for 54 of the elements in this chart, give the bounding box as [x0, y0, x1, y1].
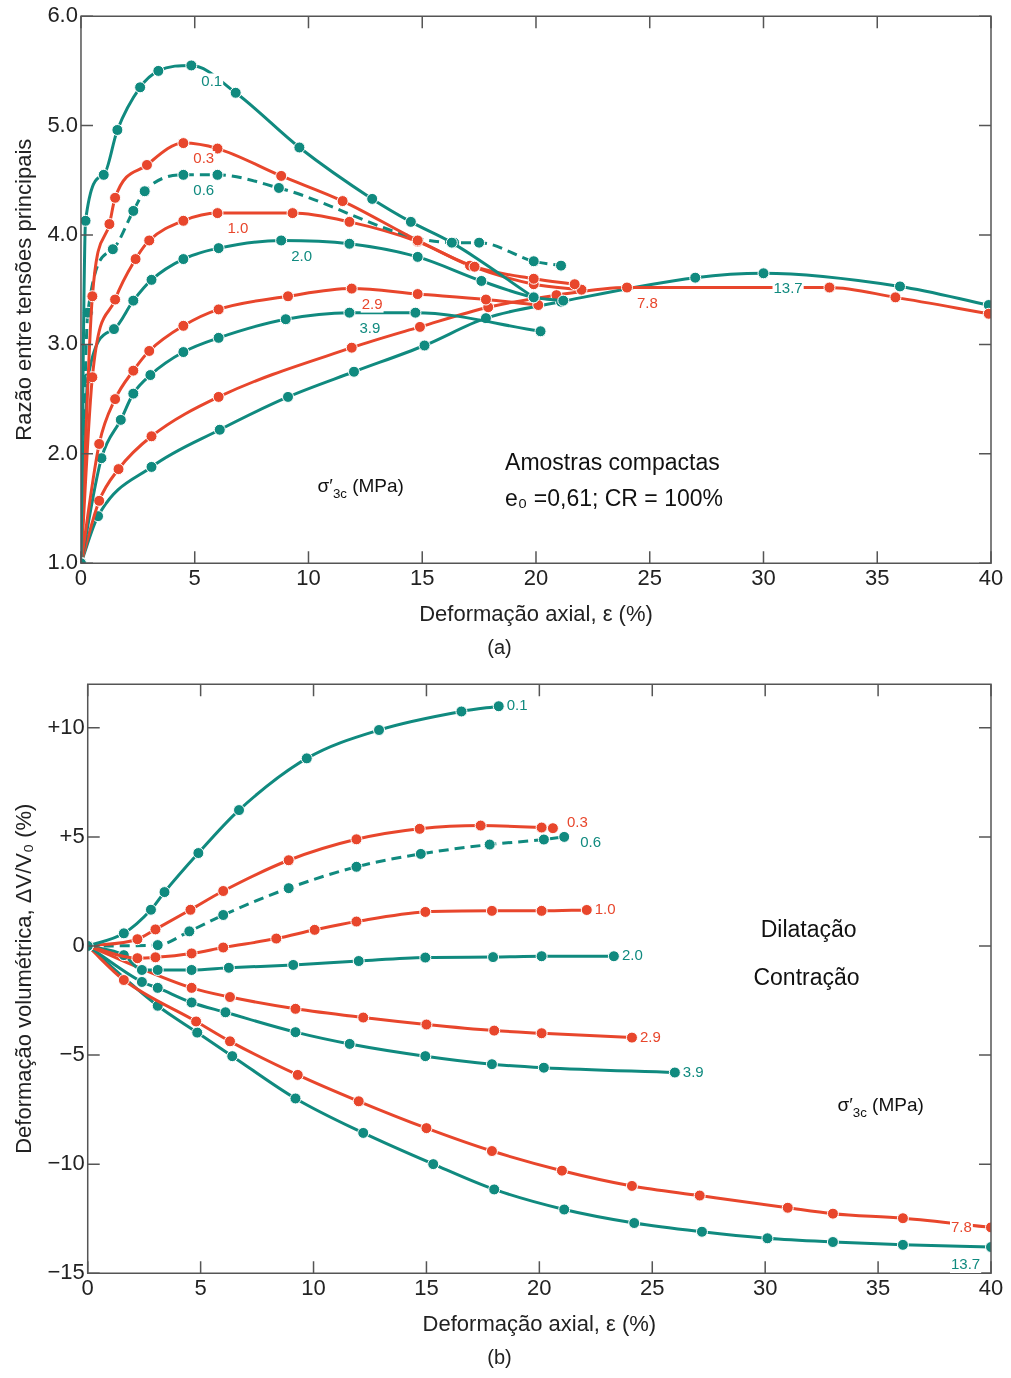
y-tick-label: +5: [59, 822, 85, 848]
y-tick-label: −5: [59, 1041, 85, 1067]
series-label: 7.8: [636, 293, 658, 311]
series-label: 2.9: [361, 294, 383, 312]
y-tick-label: +10: [47, 713, 85, 739]
x-tick-label: 30: [751, 565, 776, 591]
series-label: 2.0: [291, 246, 313, 264]
series-label: 0.6: [580, 833, 602, 851]
y-tick-label: −10: [47, 1150, 85, 1176]
x-tick-label: 35: [865, 1275, 891, 1301]
x-tick-label: 40: [978, 1275, 1004, 1301]
series-label: 0.6: [193, 180, 215, 198]
annotation: Amostras compactas: [505, 449, 720, 476]
x-tick-label: 5: [194, 1275, 207, 1301]
annotation: Contração: [753, 963, 860, 990]
y-axis-title: Deformação volumétrica, ΔV/V₀ (%): [11, 803, 37, 1154]
series-label: 13.7: [773, 279, 803, 297]
x-tick-label: 25: [640, 1275, 665, 1301]
y-tick-label: 5.0: [47, 111, 78, 137]
series-label: 2.0: [621, 946, 643, 964]
annotation: e₀ =0,61; CR = 100%: [505, 484, 724, 511]
series-label: 1.0: [594, 900, 616, 918]
x-tick-label: 30: [752, 1275, 778, 1301]
series-label: 1.0: [227, 219, 249, 237]
series-label: 0.3: [193, 149, 215, 167]
series-label: 3.9: [359, 318, 381, 336]
y-tick-label: 4.0: [47, 221, 78, 247]
x-tick-label: 10: [296, 565, 321, 591]
y-tick-label: 2.0: [47, 439, 78, 465]
x-axis-title: Deformação axial, ε (%): [422, 1310, 657, 1336]
series-label: 0.1: [506, 696, 528, 714]
y-axis-title: Razão entre tensões principais: [11, 138, 37, 441]
x-tick-label: 25: [637, 565, 662, 591]
x-tick-label: 35: [865, 565, 890, 591]
text: (b): [487, 1345, 512, 1368]
y-tick-label: 6.0: [47, 2, 78, 28]
x-tick-label: 15: [414, 1275, 439, 1301]
y-tick-label: 0: [72, 932, 85, 958]
annotation: Dilatação: [760, 916, 857, 943]
x-tick-label: 15: [410, 565, 435, 591]
text: (a): [487, 635, 512, 658]
x-tick-label: 20: [527, 1275, 552, 1301]
series-label: 3.9: [682, 1062, 704, 1080]
y-tick-label: 3.0: [47, 330, 78, 356]
series-label: 0.1: [201, 71, 223, 89]
series-label: 7.8: [951, 1217, 972, 1235]
x-tick-label: 5: [188, 565, 201, 591]
x-tick-label: 20: [523, 565, 549, 591]
series-label: 2.9: [639, 1027, 661, 1045]
series-label: 0.3: [566, 813, 588, 831]
series-label: 13.7: [951, 1255, 981, 1273]
x-axis-title: Deformação axial, ε (%): [419, 600, 653, 626]
x-tick-label: 10: [301, 1275, 326, 1301]
x-tick-label: 40: [978, 565, 1004, 591]
